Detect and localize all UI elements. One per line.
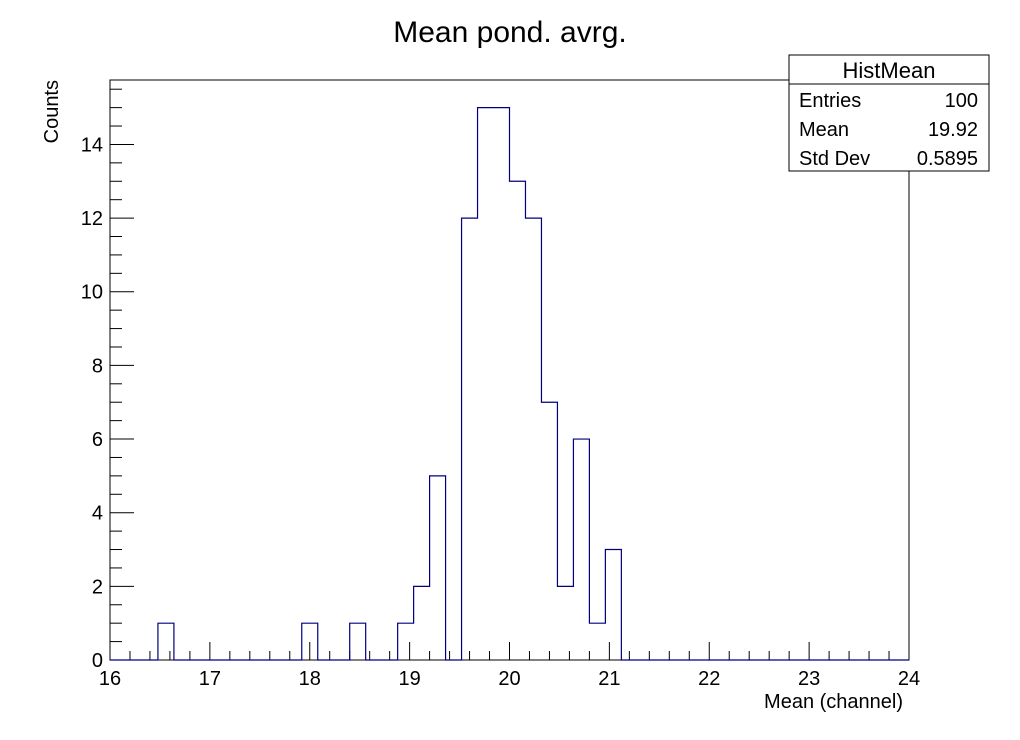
- x-axis-label: Mean (channel): [764, 691, 903, 713]
- stats-box: HistMean Entries 100 Mean 19.92 Std Dev …: [788, 54, 990, 172]
- stats-entries-value: 100: [945, 90, 978, 112]
- histogram-outline: [110, 107, 909, 661]
- stats-mean-value: 19.92: [928, 119, 978, 141]
- y-tick-label: 2: [92, 576, 103, 598]
- y-tick-label: 0: [92, 650, 103, 672]
- x-tick-label: 24: [898, 668, 920, 690]
- stats-box-frame: [788, 54, 990, 172]
- x-tick-label: 16: [99, 668, 121, 690]
- x-tick-label: 17: [199, 668, 221, 690]
- stats-entries-label: Entries: [799, 90, 861, 112]
- y-axis-label: Counts: [41, 80, 63, 143]
- y-tick-label: 8: [92, 355, 103, 377]
- x-tick-label: 22: [698, 668, 720, 690]
- axis-ticks: [109, 88, 910, 661]
- stats-box-title: HistMean: [843, 58, 936, 83]
- y-tick-label: 12: [81, 208, 103, 230]
- stats-stddev-label: Std Dev: [799, 148, 870, 170]
- x-tick-label: 21: [598, 668, 620, 690]
- stats-mean-label: Mean: [799, 119, 849, 141]
- y-tick-label: 14: [81, 134, 103, 156]
- x-tick-label: 20: [498, 668, 520, 690]
- chart-title: Mean pond. avrg.: [393, 16, 626, 49]
- y-tick-label: 6: [92, 429, 103, 451]
- stats-stddev-value: 0.5895: [917, 148, 978, 170]
- y-tick-label: 10: [81, 282, 103, 304]
- x-tick-label: 23: [798, 668, 820, 690]
- x-tick-label: 18: [299, 668, 321, 690]
- y-tick-label: 4: [92, 503, 103, 525]
- x-tick-label: 19: [399, 668, 421, 690]
